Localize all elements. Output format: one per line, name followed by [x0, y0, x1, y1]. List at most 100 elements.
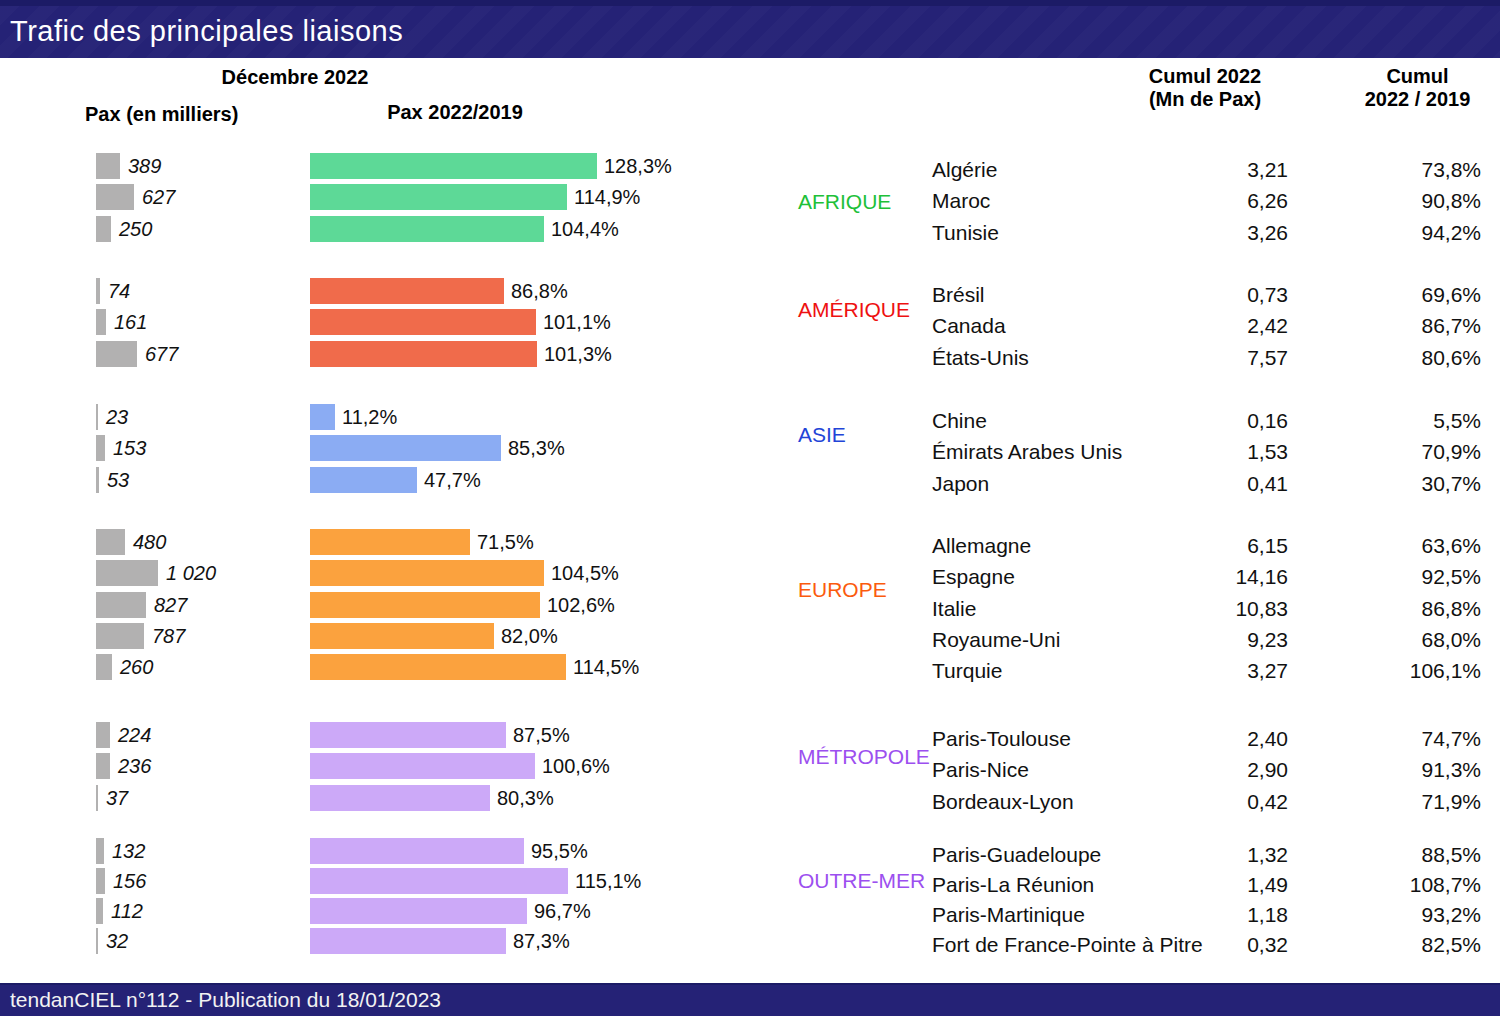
pax-bar: [96, 153, 120, 179]
cumul-value: 0,42: [1140, 789, 1288, 815]
cumul-value: 7,57: [1140, 345, 1288, 371]
cumul-ratio-value: 30,7%: [1320, 471, 1481, 497]
ratio-value: 101,1%: [543, 309, 611, 335]
pax-bar: [96, 592, 146, 618]
cumul-value: 0,41: [1140, 471, 1288, 497]
ratio-value: 87,5%: [513, 722, 570, 748]
ratio-bar: [310, 560, 544, 586]
cumul-value: 1,32: [1140, 842, 1288, 868]
pax-value: 1 020: [166, 560, 216, 586]
country-label: Paris-La Réunion: [932, 872, 1094, 898]
pax-value: 236: [118, 753, 151, 779]
ratio-value: 102,6%: [547, 592, 615, 618]
pax-value: 112: [111, 898, 143, 924]
cumul-ratio-value: 71,9%: [1320, 789, 1481, 815]
pax-value: 389: [128, 153, 161, 179]
country-label: Paris-Martinique: [932, 902, 1085, 928]
ratio-bar: [310, 184, 567, 210]
column-header-cumul: Cumul 2022 (Mn de Pax): [1105, 65, 1305, 111]
ratio-bar: [310, 404, 335, 430]
cumul-ratio-value: 94,2%: [1320, 220, 1481, 246]
country-label: Maroc: [932, 188, 990, 214]
pax-bar: [96, 560, 158, 586]
cumul-ratio-value: 93,2%: [1320, 902, 1481, 928]
cumul-value: 2,90: [1140, 757, 1288, 783]
cumul-ratio-value: 70,9%: [1320, 439, 1481, 465]
cumul-value: 2,40: [1140, 726, 1288, 752]
pax-bar: [96, 435, 105, 461]
ratio-value: 100,6%: [542, 753, 610, 779]
pax-bar: [96, 868, 105, 894]
page: Trafic des principales liaisons Décembre…: [0, 0, 1500, 1016]
ratio-bar: [310, 722, 506, 748]
country-label: Italie: [932, 596, 976, 622]
ratio-value: 11,2%: [342, 404, 397, 430]
country-label: Paris-Nice: [932, 757, 1029, 783]
cumul-value: 3,27: [1140, 658, 1288, 684]
country-label: Algérie: [932, 157, 997, 183]
column-header-pax: Pax (en milliers): [85, 103, 315, 126]
group-label: OUTRE-MER: [798, 868, 925, 894]
pax-value: 156: [113, 868, 146, 894]
ratio-bar: [310, 623, 494, 649]
country-label: Brésil: [932, 282, 985, 308]
pax-bar: [96, 529, 125, 555]
column-header-cumul-line1: Cumul 2022: [1105, 65, 1305, 88]
pax-value: 224: [118, 722, 151, 748]
column-header-pax-ratio: Pax 2022/2019: [340, 101, 570, 124]
ratio-bar: [310, 785, 490, 811]
column-header-cumul-ratio: Cumul 2022 / 2019: [1345, 65, 1490, 111]
cumul-ratio-value: 108,7%: [1320, 872, 1481, 898]
cumul-ratio-value: 91,3%: [1320, 757, 1481, 783]
pax-value: 53: [107, 467, 129, 493]
column-header-month: Décembre 2022: [160, 66, 430, 89]
group-label: ASIE: [798, 422, 846, 448]
cumul-ratio-value: 80,6%: [1320, 345, 1481, 371]
pax-bar: [96, 341, 137, 367]
title-bar: Trafic des principales liaisons: [0, 0, 1500, 58]
cumul-value: 10,83: [1140, 596, 1288, 622]
ratio-value: 115,1%: [575, 868, 641, 894]
pax-value: 260: [120, 654, 153, 680]
ratio-value: 86,8%: [511, 278, 568, 304]
pax-value: 23: [106, 404, 128, 430]
cumul-value: 6,15: [1140, 533, 1288, 559]
ratio-value: 128,3%: [604, 153, 672, 179]
country-label: Bordeaux-Lyon: [932, 789, 1074, 815]
cumul-ratio-value: 5,5%: [1320, 408, 1481, 434]
cumul-value: 3,21: [1140, 157, 1288, 183]
country-label: Espagne: [932, 564, 1015, 590]
pax-bar: [96, 309, 106, 335]
group-label: AFRIQUE: [798, 189, 891, 215]
cumul-ratio-value: 63,6%: [1320, 533, 1481, 559]
ratio-value: 82,0%: [501, 623, 558, 649]
cumul-value: 0,73: [1140, 282, 1288, 308]
cumul-ratio-value: 88,5%: [1320, 842, 1481, 868]
column-header-cumul-ratio-line1: Cumul: [1345, 65, 1490, 88]
cumul-ratio-value: 92,5%: [1320, 564, 1481, 590]
cumul-value: 14,16: [1140, 564, 1288, 590]
cumul-ratio-value: 74,7%: [1320, 726, 1481, 752]
cumul-value: 1,53: [1140, 439, 1288, 465]
pax-value: 677: [145, 341, 178, 367]
ratio-bar: [310, 654, 566, 680]
pax-bar: [96, 722, 110, 748]
ratio-bar: [310, 278, 504, 304]
ratio-bar: [310, 838, 524, 864]
cumul-ratio-value: 82,5%: [1320, 932, 1481, 958]
pax-value: 74: [108, 278, 130, 304]
country-label: Turquie: [932, 658, 1002, 684]
ratio-value: 96,7%: [534, 898, 591, 924]
column-header-cumul-line2: (Mn de Pax): [1105, 88, 1305, 111]
pax-bar: [96, 404, 98, 430]
pax-bar: [96, 278, 100, 304]
ratio-bar: [310, 753, 535, 779]
pax-value: 787: [152, 623, 185, 649]
country-label: Canada: [932, 313, 1006, 339]
pax-bar: [96, 785, 98, 811]
cumul-ratio-value: 69,6%: [1320, 282, 1481, 308]
ratio-bar: [310, 592, 540, 618]
pax-bar: [96, 467, 99, 493]
ratio-bar: [310, 928, 506, 954]
cumul-value: 6,26: [1140, 188, 1288, 214]
